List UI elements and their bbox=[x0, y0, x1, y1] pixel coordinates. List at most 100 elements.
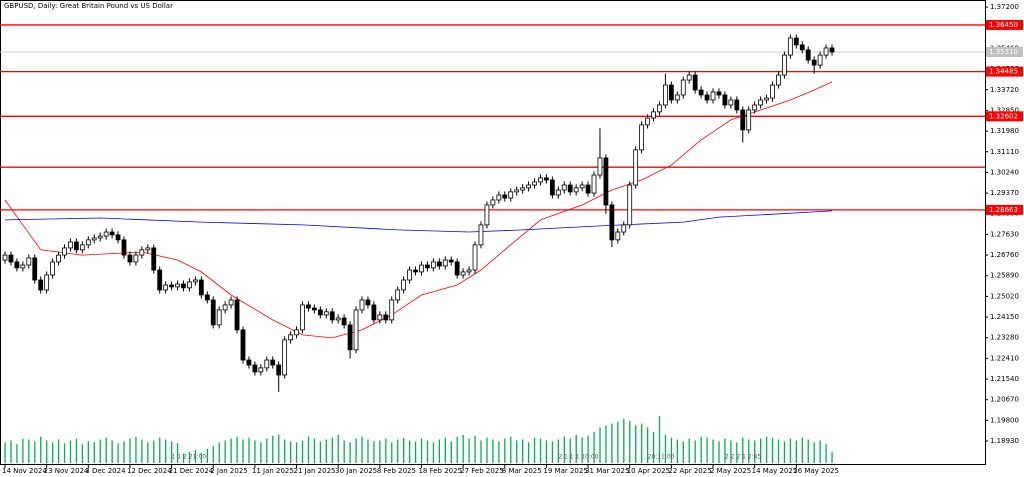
candle-body bbox=[460, 271, 466, 276]
volume-bar bbox=[789, 438, 792, 463]
annotation: 1 1 2 21:00 bbox=[172, 454, 207, 461]
moving-average bbox=[4, 210, 833, 233]
volume-bar bbox=[69, 440, 72, 463]
candle-body bbox=[91, 237, 97, 241]
candle-body bbox=[734, 99, 740, 111]
candle-body bbox=[799, 44, 805, 51]
candle-body bbox=[442, 259, 448, 267]
candle-body bbox=[817, 54, 823, 66]
y-tick-label: 1.18930 bbox=[990, 437, 1019, 445]
candle-body bbox=[8, 254, 14, 263]
candle-body bbox=[657, 104, 662, 113]
volume-bar bbox=[724, 438, 726, 463]
volume-bar bbox=[403, 437, 405, 463]
volume-bar bbox=[522, 439, 524, 463]
candle-body bbox=[216, 309, 222, 326]
volume-bar bbox=[813, 442, 815, 463]
volume-bar bbox=[801, 437, 803, 463]
y-tick-label: 1.23280 bbox=[990, 334, 1019, 342]
y-tick-label: 1.21540 bbox=[990, 375, 1019, 383]
candle-body bbox=[109, 231, 115, 236]
level-label: 1.36450 bbox=[989, 21, 1018, 29]
candle-body bbox=[56, 254, 61, 263]
candle-body bbox=[97, 235, 103, 239]
candle-body bbox=[674, 94, 680, 101]
volume-bar bbox=[153, 440, 155, 463]
candle-body bbox=[26, 257, 32, 266]
candle-body bbox=[204, 294, 210, 301]
volume-bar bbox=[325, 439, 327, 463]
volume-bar bbox=[718, 441, 720, 463]
candle-body bbox=[454, 261, 460, 276]
volume-bar bbox=[367, 439, 369, 463]
volume-bar bbox=[468, 438, 470, 463]
candle-body bbox=[526, 184, 531, 189]
volume-bar bbox=[635, 425, 637, 463]
volume-bar bbox=[765, 436, 768, 463]
volume-bar bbox=[206, 448, 208, 463]
candle-body bbox=[145, 247, 151, 251]
volume-bar bbox=[188, 451, 191, 463]
level-tag bbox=[986, 66, 1023, 77]
x-tick-label: 2 Jan 2025 bbox=[210, 467, 248, 475]
volume-bar bbox=[456, 436, 458, 463]
candle-body bbox=[538, 177, 543, 183]
candle-body bbox=[668, 84, 674, 101]
candle-body bbox=[317, 309, 323, 316]
candle-body bbox=[425, 264, 430, 269]
volume-bar bbox=[248, 437, 250, 463]
candle-body bbox=[270, 359, 276, 366]
candle-body bbox=[686, 74, 692, 81]
candle-body bbox=[704, 94, 710, 101]
volume-bar bbox=[242, 439, 244, 463]
candle-body bbox=[68, 241, 73, 249]
candle-body bbox=[121, 239, 127, 256]
volume-bar bbox=[212, 446, 214, 463]
candle-body bbox=[294, 329, 299, 336]
candle-body bbox=[782, 54, 787, 76]
x-tick-label: 23 Nov 2024 bbox=[44, 467, 89, 475]
volume-bar bbox=[432, 442, 435, 463]
volume-bar bbox=[373, 441, 375, 463]
volume-bar bbox=[748, 439, 750, 463]
candle-body bbox=[746, 109, 752, 131]
volume-bar bbox=[557, 439, 560, 463]
y-tick-label: 1.19800 bbox=[990, 416, 1019, 424]
candle-body bbox=[389, 299, 395, 321]
volume-bar bbox=[236, 436, 238, 463]
volume-bar bbox=[736, 442, 738, 463]
candle-body bbox=[383, 314, 389, 321]
x-tick-label: 27 Feb 2025 bbox=[460, 467, 504, 475]
volume-bar bbox=[641, 423, 643, 463]
volume-bar bbox=[539, 438, 542, 463]
volume-bar bbox=[105, 437, 107, 463]
candle-body bbox=[490, 199, 496, 206]
candle-body bbox=[347, 324, 353, 351]
candle-body bbox=[615, 231, 621, 241]
candle-body bbox=[163, 284, 169, 291]
candle-body bbox=[419, 264, 424, 273]
candle-body bbox=[609, 204, 615, 241]
x-tick-label: 2 May 2025 bbox=[710, 467, 751, 475]
candle-body bbox=[698, 89, 704, 96]
volume-bar bbox=[385, 438, 387, 463]
candle-body bbox=[323, 311, 329, 316]
candle-body bbox=[567, 184, 573, 193]
candle-body bbox=[413, 269, 418, 273]
volume-bar bbox=[569, 438, 571, 463]
volume-bar bbox=[28, 439, 30, 463]
volume-bar bbox=[34, 441, 36, 463]
volume-bar bbox=[129, 438, 131, 463]
volume-bar bbox=[783, 441, 786, 463]
candle-body bbox=[50, 261, 55, 276]
candle-body bbox=[20, 264, 26, 269]
volume-bar bbox=[754, 440, 756, 463]
volume-bar bbox=[391, 442, 393, 463]
volume-bar bbox=[498, 441, 500, 463]
x-tick-label: 14 Nov 2024 bbox=[2, 467, 47, 475]
candle-body bbox=[591, 174, 597, 194]
x-tick-label: 14 May 2025 bbox=[752, 467, 798, 475]
candle-body bbox=[365, 299, 371, 306]
volume-bar bbox=[516, 440, 518, 463]
candle-body bbox=[377, 314, 383, 321]
